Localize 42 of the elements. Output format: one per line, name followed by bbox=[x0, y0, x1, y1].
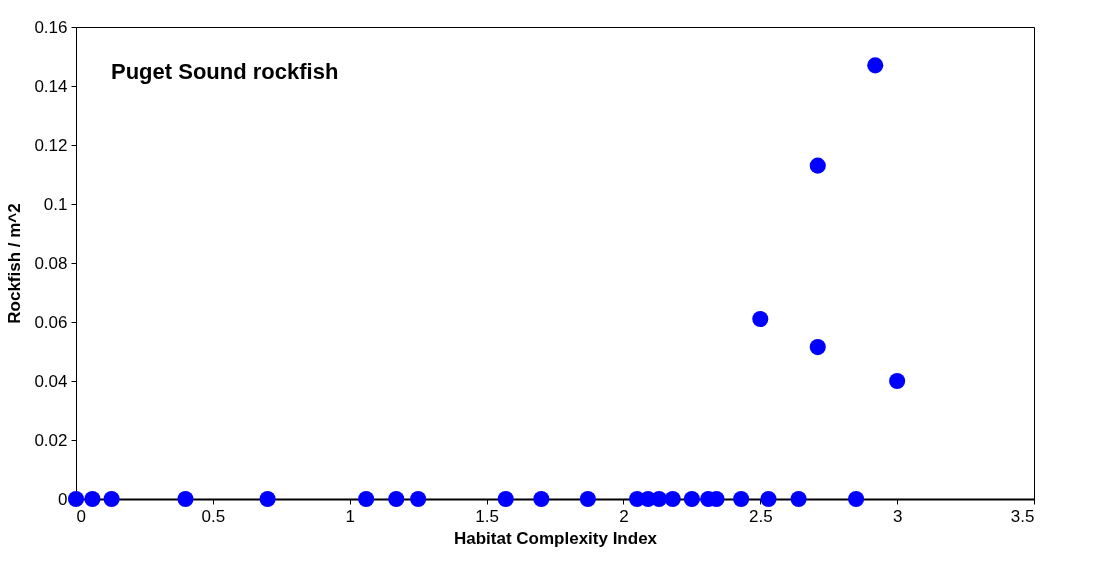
point bbox=[664, 490, 681, 508]
point bbox=[177, 490, 194, 508]
point bbox=[889, 372, 906, 390]
y-tick-label: 0.02 bbox=[34, 430, 68, 450]
x-tick-label: 2.5 bbox=[748, 506, 773, 526]
y-tick-label: 0 bbox=[58, 489, 68, 509]
annotation: Puget Sound rockfish bbox=[111, 59, 339, 84]
point bbox=[683, 490, 700, 508]
point bbox=[733, 490, 750, 508]
point bbox=[497, 490, 514, 508]
point bbox=[103, 490, 120, 508]
point bbox=[67, 490, 85, 508]
x-axis-title: Habitat Complexity Index bbox=[453, 528, 658, 548]
point bbox=[259, 490, 276, 508]
y-axis-title: Rockfish / m^2 bbox=[5, 203, 25, 324]
point bbox=[533, 490, 550, 508]
y-tick-label: 0.04 bbox=[34, 371, 68, 391]
y-tick-label: 0.06 bbox=[34, 312, 68, 332]
y-tick-label: 0.1 bbox=[43, 194, 68, 214]
point bbox=[410, 490, 427, 508]
point bbox=[388, 490, 405, 508]
point bbox=[848, 490, 865, 508]
point bbox=[809, 339, 826, 356]
y-tick-label: 0.16 bbox=[34, 17, 68, 37]
x-tick-label: 2 bbox=[619, 506, 629, 526]
point bbox=[358, 490, 375, 508]
x-tick-label: 0 bbox=[76, 506, 86, 526]
point bbox=[760, 490, 777, 508]
y-tick-label: 0.12 bbox=[34, 135, 68, 155]
point bbox=[867, 57, 884, 74]
x-tick-label: 3.5 bbox=[1010, 506, 1035, 526]
point bbox=[579, 490, 596, 508]
x-tick-label: 1 bbox=[345, 506, 355, 526]
point bbox=[809, 157, 826, 174]
point bbox=[790, 490, 807, 508]
point bbox=[84, 490, 101, 508]
y-tick-label: 0.08 bbox=[34, 253, 68, 273]
x-tick-label: 3 bbox=[892, 506, 903, 526]
x-tick-label: 1.5 bbox=[475, 506, 499, 526]
point bbox=[752, 311, 769, 328]
y-tick-label: 0.14 bbox=[34, 76, 68, 96]
x-tick-label: 0.5 bbox=[201, 506, 226, 526]
